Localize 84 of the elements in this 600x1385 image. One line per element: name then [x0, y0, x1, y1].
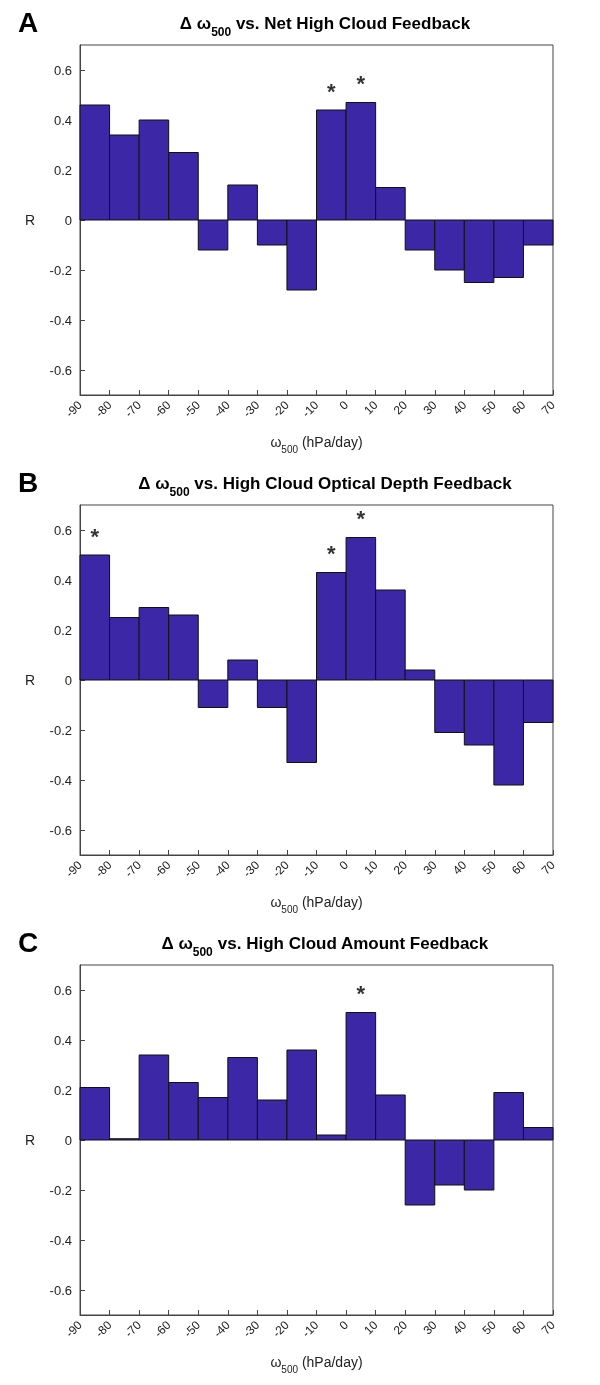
x-tick-label: -30 — [240, 397, 263, 421]
x-tick-label: 10 — [361, 857, 381, 878]
x-tick-label: 30 — [420, 1317, 440, 1338]
x-tick-label: -10 — [299, 397, 322, 421]
y-tick-label: 0 — [64, 672, 72, 688]
x-tick-label: -60 — [151, 1317, 174, 1341]
x-tick-label: 70 — [538, 397, 559, 418]
x-tick-label: -20 — [269, 1317, 293, 1341]
y-tick-label: 0.2 — [53, 622, 72, 638]
y-tick-label: 0.6 — [53, 522, 72, 538]
y-tick-label: -0.4 — [49, 312, 72, 328]
text: A — [18, 6, 39, 38]
x-tick-label: -80 — [92, 397, 115, 421]
x-tick-label: 0 — [336, 397, 352, 413]
y-tick-label: -0.2 — [49, 722, 72, 738]
x-tick-label: 60 — [509, 1317, 529, 1338]
x-tick-label: -90 — [62, 1317, 86, 1341]
y-axis-title: R — [24, 672, 35, 688]
x-tick-label: -80 — [92, 1317, 115, 1341]
x-tick-label: 30 — [420, 857, 440, 878]
x-tick-label: 50 — [479, 397, 500, 418]
annotation: * — [356, 71, 366, 96]
x-tick-label: -30 — [240, 857, 263, 881]
y-axis-title: R — [24, 212, 35, 228]
x-tick-label: 10 — [361, 1317, 381, 1338]
text: C — [18, 926, 39, 958]
x-tick-label: 70 — [538, 1317, 559, 1338]
y-tick-label: -0.6 — [49, 1282, 72, 1298]
x-tick-label: 50 — [479, 857, 500, 878]
y-axis-title: R — [24, 1132, 35, 1148]
x-tick-label: 20 — [390, 397, 411, 418]
x-tick-label: 60 — [509, 397, 529, 418]
annotation: * — [327, 78, 336, 104]
x-tick-label: 0 — [336, 1317, 352, 1333]
x-tick-label: 60 — [509, 857, 529, 878]
y-tick-label: 0.4 — [53, 112, 72, 128]
y-tick-label: -0.2 — [49, 262, 72, 278]
x-tick-label: -70 — [121, 857, 145, 881]
x-tick-label: -90 — [62, 857, 86, 881]
x-tick-label: -50 — [181, 1317, 204, 1341]
x-tick-label: 40 — [449, 857, 470, 878]
text: B — [18, 466, 39, 498]
x-tick-label: -60 — [151, 857, 174, 881]
x-tick-label: 30 — [420, 397, 440, 418]
x-tick-label: 0 — [336, 857, 352, 873]
x-tick-label: -20 — [269, 397, 293, 421]
annotation: * — [90, 523, 100, 549]
x-tick-label: -60 — [151, 397, 174, 421]
y-tick-label: 0.2 — [53, 1082, 72, 1098]
x-tick-label: -70 — [121, 397, 145, 421]
annotation: * — [356, 506, 366, 531]
x-tick-label: -40 — [210, 1317, 233, 1341]
y-tick-label: -0.6 — [49, 362, 72, 378]
x-tick-label: -50 — [181, 857, 204, 881]
x-tick-label: 50 — [479, 1317, 500, 1338]
x-tick-label: -20 — [269, 857, 293, 881]
y-tick-label: -0.6 — [49, 822, 72, 838]
x-tick-label: -40 — [210, 857, 233, 881]
x-tick-label: -10 — [299, 1317, 322, 1341]
x-tick-label: 70 — [538, 857, 559, 878]
x-tick-label: 10 — [361, 397, 381, 418]
y-tick-label: -0.4 — [49, 1232, 72, 1248]
x-tick-label: -50 — [181, 397, 204, 421]
x-tick-label: 20 — [390, 857, 411, 878]
x-tick-label: 40 — [449, 1317, 470, 1338]
annotation: * — [327, 541, 336, 566]
y-tick-label: 0 — [64, 212, 72, 228]
y-tick-label: -0.2 — [49, 1182, 72, 1198]
x-tick-label: 20 — [390, 1317, 411, 1338]
y-tick-label: 0.4 — [53, 1032, 72, 1048]
y-tick-label: 0.2 — [53, 162, 72, 178]
x-tick-label: -30 — [240, 1317, 263, 1341]
annotation: * — [356, 981, 366, 1006]
x-tick-label: -80 — [92, 857, 115, 881]
y-tick-label: 0.6 — [53, 62, 72, 78]
y-tick-label: -0.4 — [49, 772, 72, 788]
x-tick-label: -70 — [121, 1317, 145, 1341]
x-tick-label: 40 — [449, 397, 470, 418]
x-tick-label: -10 — [299, 857, 322, 881]
y-tick-label: 0.4 — [53, 572, 72, 588]
y-tick-label: 0 — [64, 1132, 72, 1148]
y-tick-label: 0.6 — [53, 982, 72, 998]
x-tick-label: -90 — [62, 397, 86, 421]
x-tick-label: -40 — [210, 397, 233, 421]
